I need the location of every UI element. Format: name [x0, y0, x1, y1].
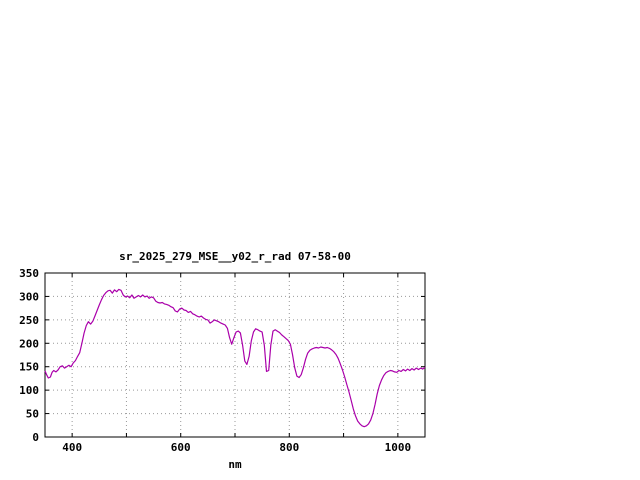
svg-text:400: 400 [62, 441, 82, 454]
svg-text:1000: 1000 [385, 441, 412, 454]
x-axis-label: nm [228, 458, 242, 471]
svg-text:200: 200 [19, 337, 39, 350]
spectrum-line [44, 288, 426, 428]
svg-text:600: 600 [171, 441, 191, 454]
chart-title: sr_2025_279_MSE__y02_r_rad 07-58-00 [119, 250, 351, 263]
svg-text:350: 350 [19, 267, 39, 280]
svg-text:0: 0 [32, 431, 39, 444]
svg-text:150: 150 [19, 361, 39, 374]
svg-text:50: 50 [26, 408, 39, 421]
svg-text:100: 100 [19, 384, 39, 397]
svg-text:800: 800 [279, 441, 299, 454]
svg-text:250: 250 [19, 314, 39, 327]
svg-text:300: 300 [19, 290, 39, 303]
